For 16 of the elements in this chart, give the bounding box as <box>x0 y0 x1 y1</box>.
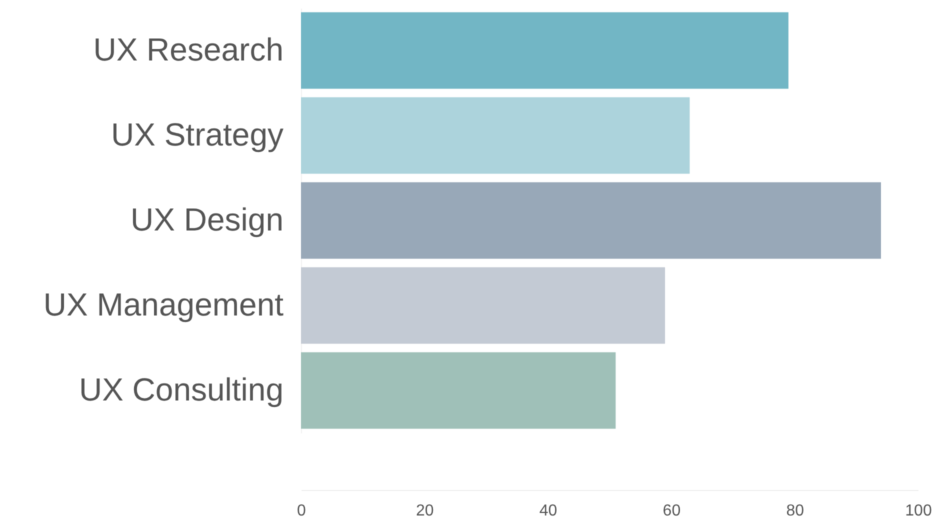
x-tick-label: 60 <box>662 502 681 520</box>
x-tick-label: 20 <box>416 502 434 520</box>
x-tick-label: 40 <box>539 502 558 520</box>
x-tick-label: 0 <box>297 502 306 520</box>
bar <box>301 12 788 89</box>
x-tick-label: 100 <box>905 502 932 520</box>
y-tick-label: UX Management <box>43 286 284 322</box>
y-tick-label: UX Consulting <box>78 372 284 408</box>
y-tick-label: UX Design <box>130 202 284 238</box>
bar <box>301 97 690 174</box>
y-tick-label: UX Research <box>93 32 284 68</box>
bar <box>301 182 881 259</box>
bar <box>301 267 666 344</box>
x-tick-label: 80 <box>786 502 804 520</box>
bar <box>301 352 616 429</box>
y-tick-label: UX Strategy <box>110 116 284 152</box>
